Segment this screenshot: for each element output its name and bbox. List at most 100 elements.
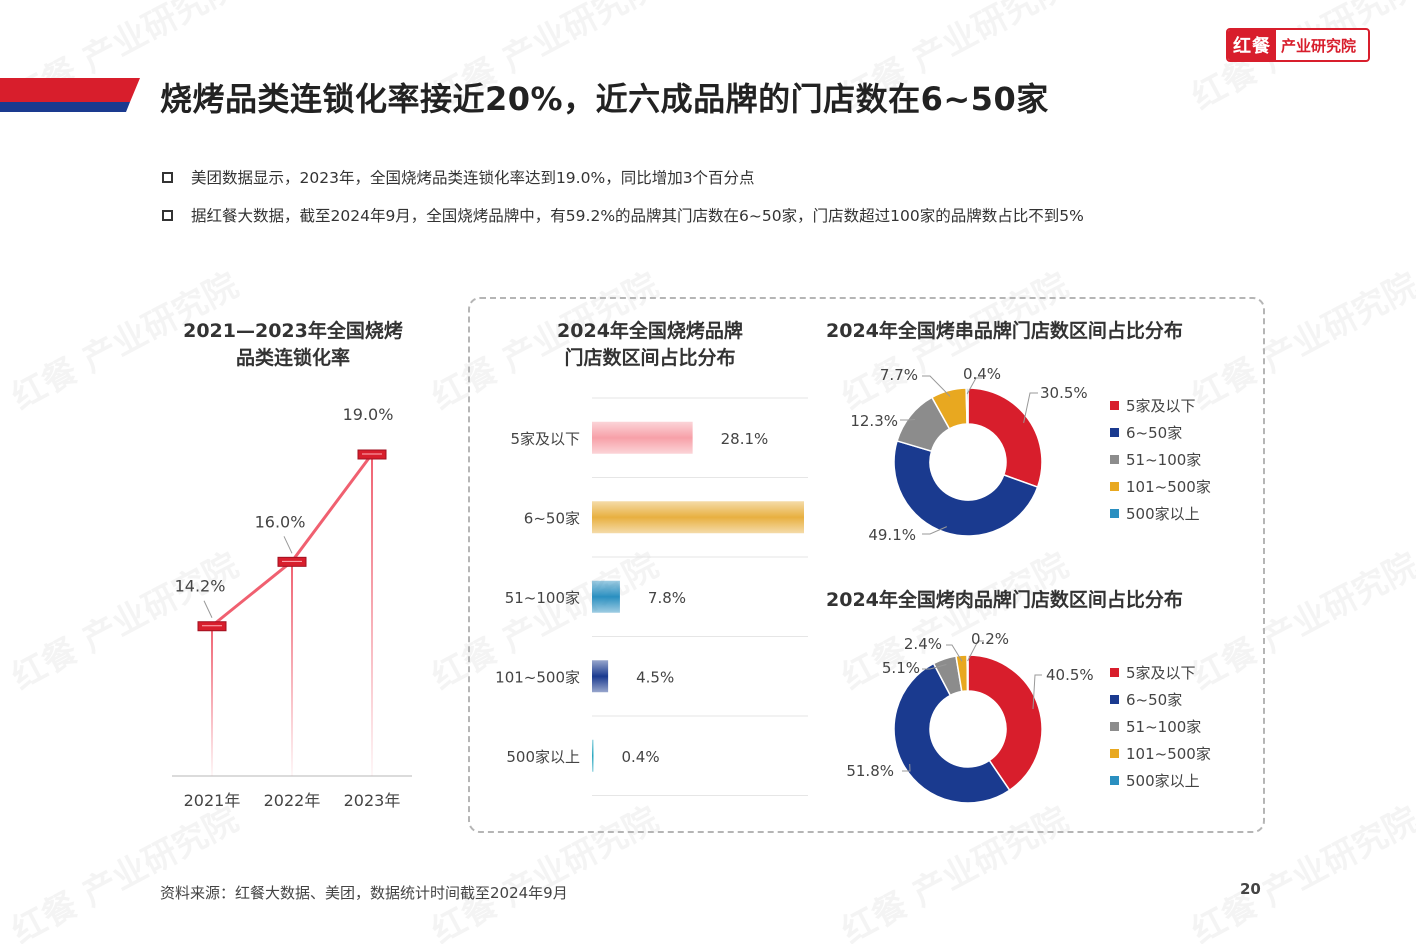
x-tick-label: 2021年 [184,791,241,810]
page-number: 20 [1240,880,1261,898]
slice-leader-line [922,526,947,535]
slice-label: 51.8% [846,762,894,780]
slice-label: 5.1% [882,659,920,677]
y-category-label: 6~50家 [524,509,580,527]
legend-swatch [1110,509,1119,518]
donut-slice [967,654,1043,792]
x-tick-label: 2022年 [264,791,321,810]
legend-label: 500家以上 [1126,505,1200,523]
legend-swatch [1110,776,1119,785]
slice-leader-line [966,377,982,395]
slice-leader-line [1032,674,1042,710]
bullet-square-icon [162,209,173,221]
bar-chart-title-line: 2024年全国烧烤品牌 [557,320,743,342]
legend-item: 6~50家 [1110,686,1211,713]
data-label: 14.2% [175,577,226,596]
data-label: 16.0% [255,512,306,531]
bullet-text: 美团数据显示，2023年，全国烧烤品类连锁化率达到19.0%，同比增加3个百分点 [191,169,755,187]
legend-label: 51~100家 [1126,718,1202,736]
watermark-text: 红餐 产业研究院 [5,799,244,944]
data-source-note: 资料来源：红餐大数据、美团，数据统计时间截至2024年9月 [160,884,568,902]
legend-swatch [1110,722,1119,731]
x-tick-label: 2023年 [344,791,401,810]
legend-item: 500家以上 [1110,500,1211,527]
bullet-item: 美团数据显示，2023年，全国烧烤品类连锁化率达到19.0%，同比增加3个百分点 [162,164,1084,190]
slice-label: 7.7% [880,366,918,384]
bar [592,421,693,454]
legend-item: 5家及以下 [1110,392,1211,419]
legend-swatch [1110,428,1119,437]
line-chart: 14.2% 2021年 16.0% 2022年 19.0% 2023年 [172,405,412,810]
slice-leader-line [1023,392,1038,424]
legend-item: 51~100家 [1110,713,1211,740]
donut-chart-skewer-title: 2024年全国烤串品牌门店数区间占比分布 [826,320,1183,342]
legend-label: 5家及以下 [1126,664,1196,682]
legend-swatch [1110,482,1119,491]
slice-label: 40.5% [1046,666,1094,684]
drop-line [291,561,293,776]
slice-label: 2.4% [904,635,942,653]
y-category-label: 101~500家 [495,668,580,686]
legend-label: 5家及以下 [1126,397,1196,415]
legend-swatch [1110,401,1119,410]
legend-item: 500家以上 [1110,767,1211,794]
slice-leader-line [946,644,963,662]
distribution-panel [468,297,1265,833]
slice-label: 30.5% [1040,384,1088,402]
bullet-text: 据红餐大数据，截至2024年9月，全国烧烤品牌中，有59.2%的品牌其门店数在6… [191,207,1084,225]
bar-chart-title-line: 门店数区间占比分布 [564,347,736,369]
donut-slice [893,439,1039,537]
legend-label: 101~500家 [1126,745,1211,763]
legend-swatch [1110,455,1119,464]
bullet-square-icon [162,171,173,183]
legend-swatch [1110,749,1119,758]
line-chart-title-line: 品类连锁化率 [235,347,350,369]
bar [592,501,804,534]
legend-item: 101~500家 [1110,740,1211,767]
bar-chart: 5家及以下28.1%6~50家59.2%51~100家7.8%101~500家4… [495,397,808,796]
donut-chart-bbq-title: 2024年全国烤肉品牌门店数区间占比分布 [826,589,1183,611]
slice-label: 12.3% [850,412,898,430]
slice-label: 0.2% [971,630,1009,648]
legend-label: 6~50家 [1126,424,1183,442]
data-label-leader [203,600,213,618]
legend-label: 101~500家 [1126,478,1211,496]
line-chart-title: 2021—2023年全国烧烤 品类连锁化率 [162,318,424,372]
y-category-label: 500家以上 [506,748,580,766]
donut-slice [967,387,1043,489]
donut-slice [965,387,969,425]
data-label: 7.8% [648,589,686,607]
data-label: 4.5% [636,668,674,686]
legend-item: 6~50家 [1110,419,1211,446]
header-decoration-band [0,78,140,112]
data-label: 28.1% [721,430,769,448]
donut-chart-bbq-legend: 5家及以下 6~50家 51~100家 101~500家 500家以上 [1110,659,1211,794]
drop-line [371,454,373,776]
legend-item: 101~500家 [1110,473,1211,500]
donut-slice [966,654,969,692]
legend-label: 6~50家 [1126,691,1183,709]
logo-mark: 红餐 [1228,30,1276,60]
bar-chart-title: 2024年全国烧烤品牌 门店数区间占比分布 [520,318,780,372]
drop-line [211,625,213,776]
y-category-label: 5家及以下 [510,430,580,448]
data-label-leader [283,536,293,554]
slice-leader-line [900,418,915,421]
brand-logo: 红餐 产业研究院 [1226,28,1370,62]
legend-item: 51~100家 [1110,446,1211,473]
slice-leader-line [902,763,911,772]
slice-label: 49.1% [868,526,916,544]
bullet-item: 据红餐大数据，截至2024年9月，全国烧烤品牌中，有59.2%的品牌其门店数在6… [162,202,1084,228]
donut-chart-skewer: 30.5% 49.1% 12.3% 7.7% 0.4% [850,365,1088,544]
bullet-list: 美团数据显示，2023年，全国烧烤品类连锁化率达到19.0%，同比增加3个百分点… [162,164,1084,240]
data-label: 19.0% [343,405,394,424]
legend-item: 5家及以下 [1110,659,1211,686]
line-chart-title-line: 2021—2023年全国烧烤 [183,320,403,342]
slice-label: 0.4% [963,365,1001,383]
logo-text: 产业研究院 [1281,36,1357,55]
slice-leader-line [922,375,951,397]
donut-chart-skewer-legend: 5家及以下 6~50家 51~100家 101~500家 500家以上 [1110,392,1211,527]
legend-swatch [1110,668,1119,677]
donut-slice [893,662,1011,804]
slice-leader-line [967,640,984,662]
